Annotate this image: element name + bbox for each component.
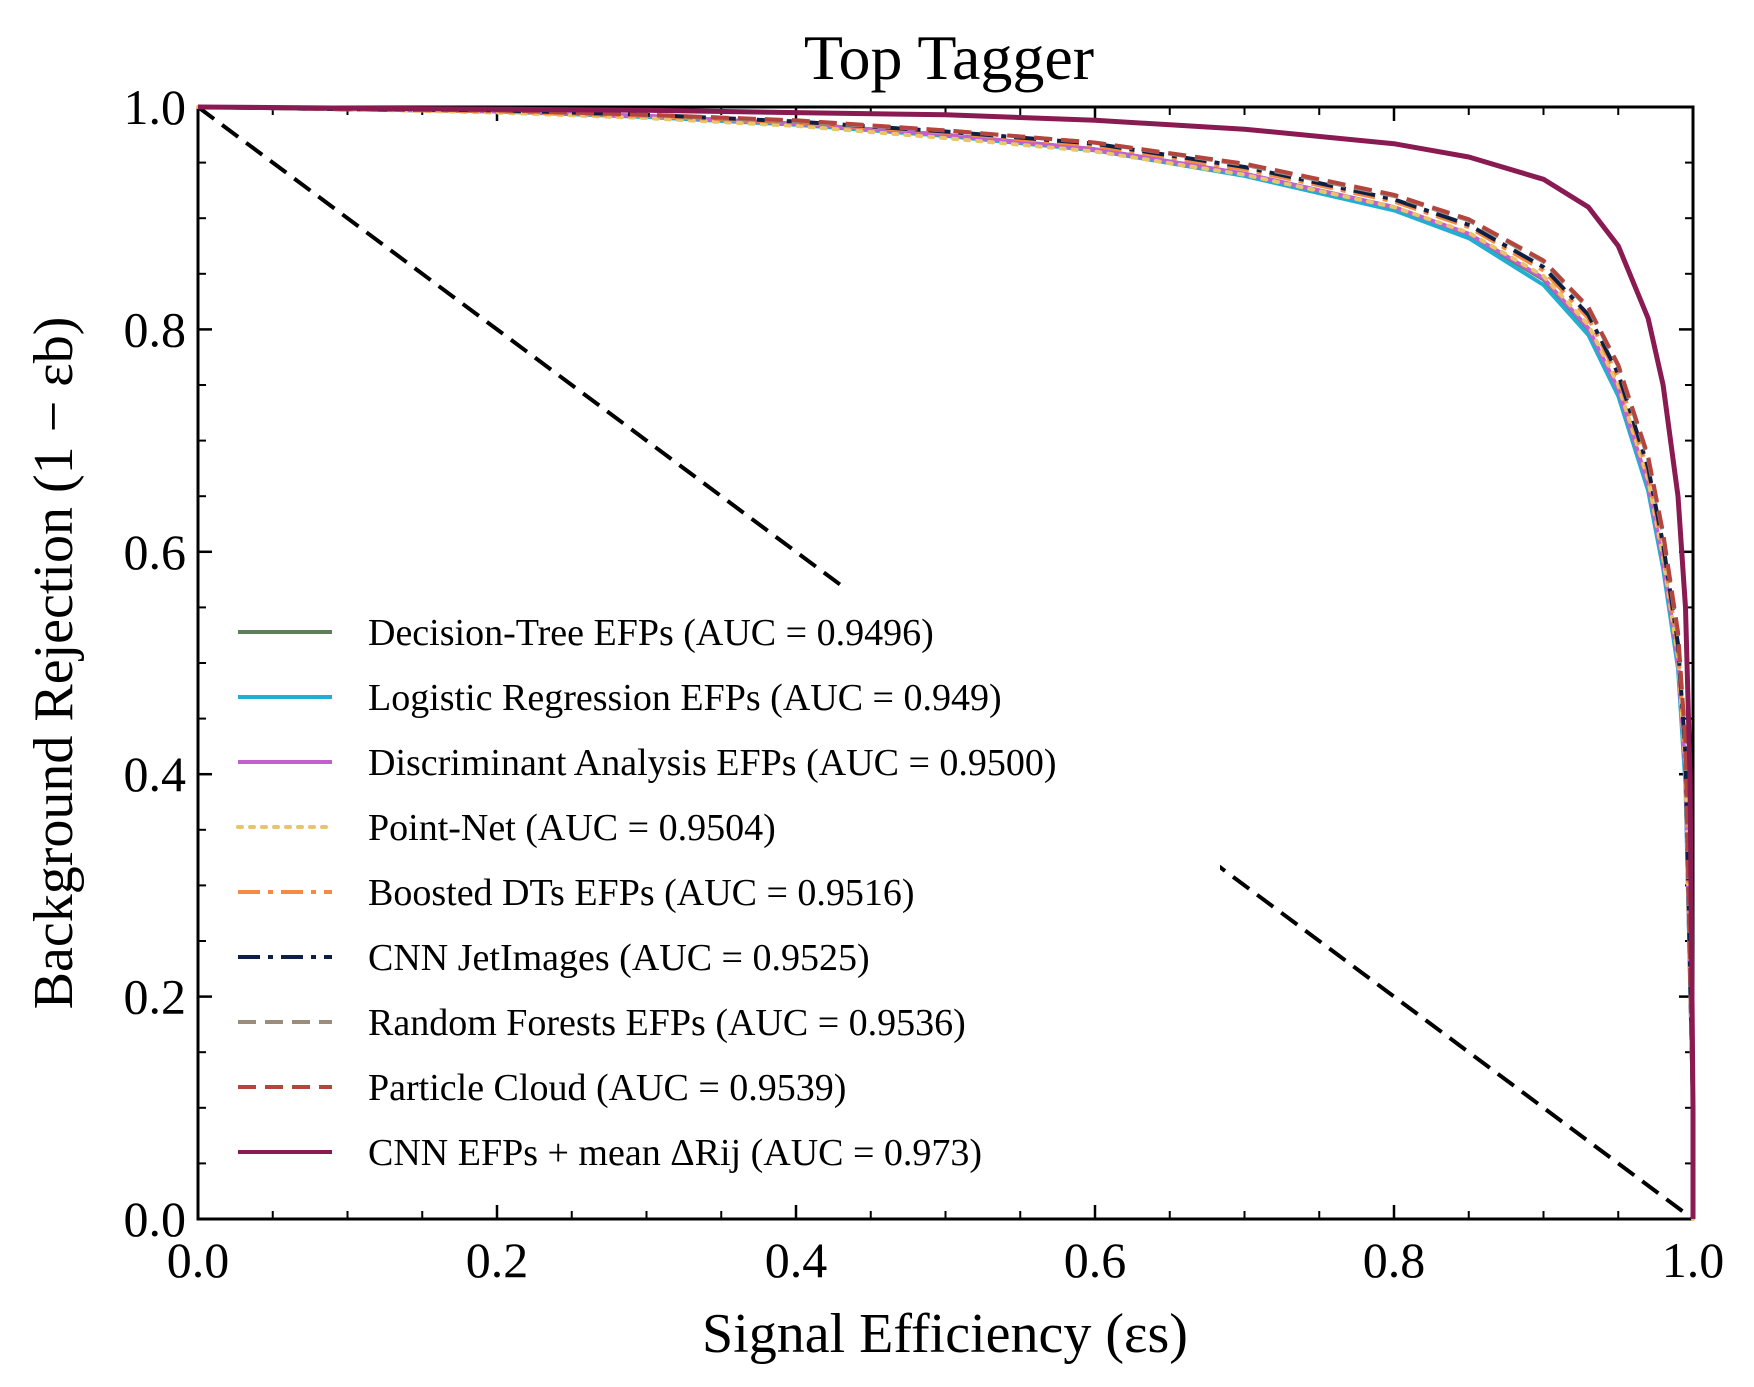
y-axis-label: Background Rejection (1 − εb)	[23, 317, 85, 1010]
y-tick-label: 1.0	[124, 79, 187, 135]
legend-label: Boosted DTs EFPs (AUC = 0.9516)	[368, 872, 915, 914]
chart-title: Top Tagger	[804, 22, 1094, 93]
x-tick-labels: 0.0 0.2 0.4 0.6 0.8 1.0	[167, 1232, 1725, 1288]
legend: Decision-Tree EFPs (AUC = 0.9496) Logisti…	[220, 587, 1220, 1182]
legend-label: Decision-Tree EFPs (AUC = 0.9496)	[368, 612, 934, 654]
legend-label: Logistic Regression EFPs (AUC = 0.949)	[368, 677, 1002, 719]
roc-curve-series-8	[197, 105, 1695, 1219]
y-tick-label: 0.2	[124, 969, 187, 1025]
x-tick-label: 1.0	[1662, 1232, 1725, 1288]
x-tick-label: 0.6	[1064, 1232, 1127, 1288]
x-tick-label: 0.2	[466, 1232, 529, 1288]
x-axis-label: Signal Efficiency (εs)	[702, 1303, 1188, 1365]
legend-background	[220, 587, 1220, 1182]
roc-curve-series-9	[197, 104, 1696, 1219]
x-tick-label: 0.0	[167, 1232, 230, 1288]
x-tick-label: 0.8	[1363, 1232, 1426, 1288]
y-tick-label: 0.4	[124, 746, 187, 802]
legend-label: CNN EFPs + mean ΔRij (AUC = 0.973)	[368, 1132, 982, 1174]
x-tick-label: 0.4	[765, 1232, 828, 1288]
legend-label: CNN JetImages (AUC = 0.9525)	[368, 937, 870, 979]
y-tick-label: 0.0	[124, 1191, 187, 1247]
plot-area	[196, 104, 1696, 1221]
legend-label: Random Forests EFPs (AUC = 0.9536)	[368, 1002, 966, 1044]
roc-curves	[196, 104, 1696, 1221]
y-tick-label: 0.6	[124, 524, 187, 580]
y-tick-label: 0.8	[124, 301, 187, 357]
y-tick-labels: 0.0 0.2 0.4 0.6 0.8 1.0	[124, 79, 187, 1247]
legend-label: Particle Cloud (AUC = 0.9539)	[368, 1067, 846, 1109]
legend-label: Discriminant Analysis EFPs (AUC = 0.9500…	[368, 742, 1057, 784]
legend-label: Point-Net (AUC = 0.9504)	[368, 807, 776, 849]
